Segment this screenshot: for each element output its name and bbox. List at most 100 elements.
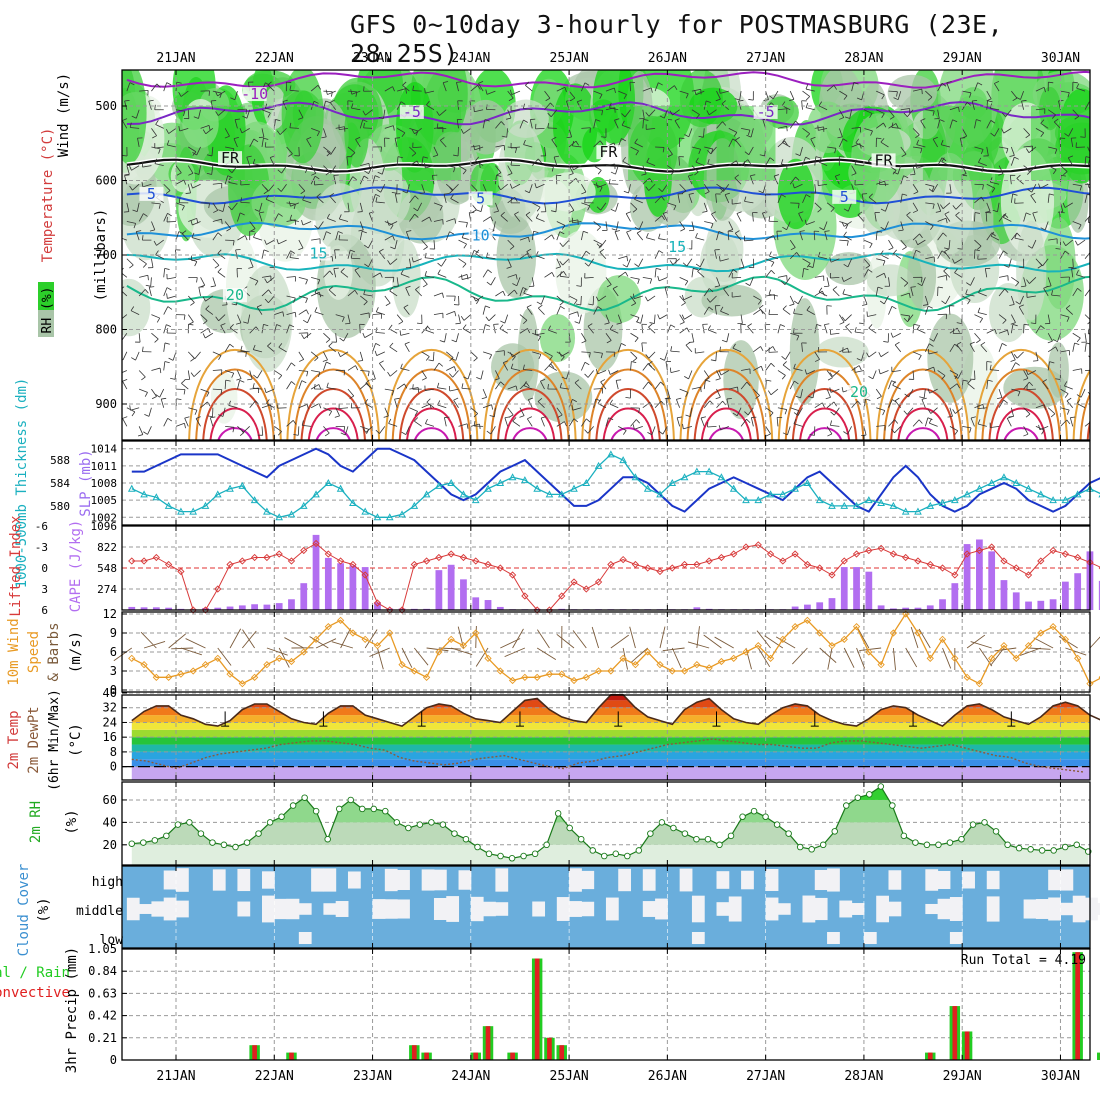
wind-barb — [912, 165, 916, 175]
wind-barb — [135, 109, 140, 119]
wind-barb — [734, 177, 742, 185]
wind-barb-flag — [660, 381, 665, 386]
wind-barb-flag — [702, 210, 708, 213]
wind-barb-flag — [987, 379, 993, 382]
wind-barb — [544, 202, 547, 212]
wind-barb-flag — [476, 299, 480, 305]
surface-wind-barb — [856, 647, 866, 669]
wind-barb — [710, 146, 717, 155]
wind-barb-flag — [538, 304, 543, 309]
wind-barb-flag — [759, 154, 765, 157]
wind-barb-flag — [154, 158, 158, 164]
cloud-cover-block — [1023, 899, 1037, 919]
wind-barb — [409, 407, 418, 412]
wind-barb-flag — [710, 359, 716, 362]
wind-barb — [955, 407, 963, 414]
wind-barb-flag — [503, 360, 509, 364]
thickness-marker — [619, 456, 627, 464]
wind-barb — [813, 231, 816, 241]
wind-barb — [1021, 100, 1025, 110]
wind-speed-marker — [533, 673, 541, 681]
wind-barb-flag — [841, 316, 846, 322]
cloud-cover-block — [323, 903, 337, 915]
thickness-marker — [349, 498, 357, 506]
wind-speed-marker — [791, 623, 799, 631]
wind-barb — [863, 258, 871, 266]
wind-barb-flag — [165, 128, 170, 134]
wind-barb — [205, 295, 214, 302]
wind-barb-flag — [388, 418, 392, 424]
wind-barb — [267, 345, 275, 353]
wind-barb-flag — [944, 248, 950, 252]
wind-barb-flag — [117, 316, 120, 320]
wind-barb — [974, 82, 979, 92]
wind-speed-marker — [1037, 629, 1045, 637]
wind-barb-flag — [746, 418, 751, 424]
wind-barb-flag — [718, 425, 721, 431]
wind-barb — [744, 201, 754, 204]
wind-barb-flag — [856, 358, 862, 361]
isotherm-label-bg — [871, 153, 896, 168]
wind-barb-flag — [954, 268, 958, 273]
wind-barb-flag — [621, 343, 626, 347]
wind-barb — [593, 140, 601, 148]
wind-barb — [175, 179, 185, 185]
wind-barb-flag — [500, 121, 505, 126]
wind-barb-flag — [525, 81, 530, 86]
wind-barb — [268, 183, 275, 192]
wind-barb-flag — [1094, 100, 1099, 101]
wind-barb — [977, 423, 987, 427]
wind-barb — [421, 370, 427, 379]
surface-wind-barb — [143, 641, 166, 649]
wind-barb — [777, 108, 787, 111]
wind-barb — [495, 202, 499, 212]
wind-barb — [830, 332, 840, 335]
wind-barb-flag — [682, 423, 684, 429]
wind-barb-flag — [824, 323, 830, 326]
wind-barb-flag — [1021, 285, 1027, 288]
wind-barb — [916, 144, 926, 148]
wind-barb-flag — [156, 83, 161, 88]
wind-barb-flag — [485, 89, 488, 95]
wind-barb — [1039, 183, 1049, 189]
wind-barb — [974, 119, 977, 129]
surface-wind-barb — [401, 647, 413, 668]
cape-bar — [877, 605, 885, 610]
wind-barb — [163, 306, 169, 315]
wind-barb — [403, 307, 410, 315]
thickness-marker — [754, 496, 763, 504]
wind-barb — [204, 332, 214, 339]
wind-barb-flag — [1014, 156, 1019, 160]
cloud-cover-block — [446, 896, 460, 922]
wind-barb — [1089, 309, 1090, 311]
wind-barb-flag — [559, 351, 562, 357]
thickness-marker — [987, 478, 996, 486]
wind-barb — [732, 202, 742, 205]
wind-barb — [212, 218, 222, 222]
wind-barb — [298, 295, 308, 299]
rh-marker — [716, 841, 723, 849]
wind-barb — [740, 314, 743, 324]
wind-barb — [122, 370, 128, 374]
wind-barb — [470, 423, 480, 427]
wind-barb — [912, 250, 917, 259]
surface-wind-barb — [556, 633, 575, 649]
isotherm-label: FR — [221, 149, 240, 167]
wind-barb — [868, 351, 877, 358]
wind-barb-flag — [477, 85, 481, 90]
wind-barb-flag — [805, 194, 811, 198]
cape-bar — [238, 605, 246, 610]
wind-barb — [339, 218, 349, 222]
wind-barb-flag — [634, 138, 638, 144]
wind-barb — [155, 124, 164, 129]
wind-barb-flag — [700, 416, 707, 419]
wind-barb — [531, 158, 539, 166]
wind-barb-flag — [708, 288, 714, 293]
wind-barb — [691, 165, 699, 173]
wind-barb-flag — [952, 119, 958, 123]
wind-barb — [967, 383, 975, 390]
wind-axis-label-2: Speed — [26, 631, 42, 673]
wind-barb — [526, 418, 533, 427]
cape-bar — [361, 567, 369, 610]
wind-barb — [500, 183, 508, 191]
